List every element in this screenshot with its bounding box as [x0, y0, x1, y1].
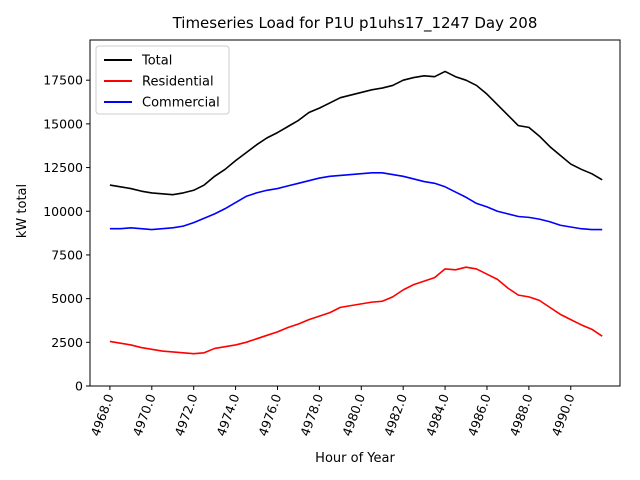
- y-tick-label: 5000: [51, 291, 83, 306]
- legend-label-residential: Residential: [142, 75, 214, 90]
- series-line-total: [109, 70, 603, 196]
- y-tick-label: 15000: [43, 116, 83, 131]
- chart-title: Timeseries Load for P1U p1uhs17_1247 Day…: [172, 14, 538, 33]
- legend-label-total: Total: [141, 54, 172, 69]
- y-tick-label: 17500: [43, 73, 83, 88]
- y-tick-label: 7500: [51, 247, 83, 262]
- axes-frame: [89, 39, 621, 387]
- y-axis-label: kW total: [15, 184, 30, 238]
- x-axis-label: Hour of Year: [315, 451, 395, 466]
- y-tick-label: 2500: [51, 335, 83, 350]
- legend-box: [95, 45, 230, 115]
- y-tick-label: 0: [75, 379, 83, 394]
- legend: Total Residential Commercial: [95, 45, 230, 115]
- y-tick-label: 10000: [43, 204, 83, 219]
- legend-label-commercial: Commercial: [142, 96, 220, 111]
- y-tick-label: 12500: [43, 160, 83, 175]
- series-line-commercial: [109, 172, 603, 231]
- series-line-residential: [109, 266, 603, 355]
